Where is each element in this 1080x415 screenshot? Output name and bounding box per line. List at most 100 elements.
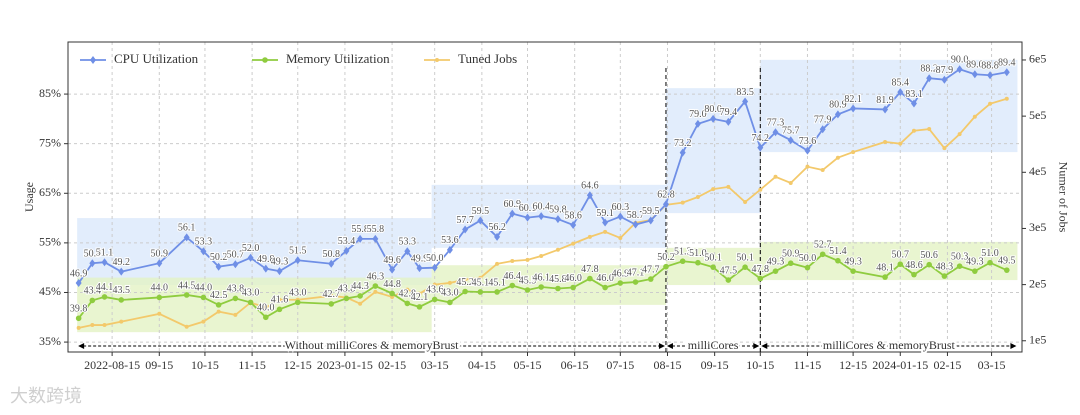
data-label: 47.1: [627, 267, 645, 278]
data-label: 50.7: [227, 250, 245, 261]
point: [680, 200, 685, 205]
data-label: 90.0: [951, 55, 969, 66]
point: [156, 294, 163, 301]
data-label: 57.7: [456, 215, 474, 226]
point: [276, 267, 283, 276]
point: [956, 65, 963, 74]
point: [509, 282, 516, 289]
data-label: 49.3: [966, 256, 984, 267]
data-label: 46.9: [70, 268, 88, 279]
point: [447, 299, 453, 306]
point: [571, 241, 576, 246]
point: [247, 299, 254, 306]
data-label: 77.9: [814, 115, 832, 126]
x-tick-label: 09-15: [145, 358, 173, 372]
point: [710, 114, 717, 123]
point: [232, 295, 239, 302]
data-label: 50.1: [704, 252, 722, 263]
point: [263, 305, 268, 310]
legend-marker: [262, 57, 268, 63]
data-label: 43.0: [289, 288, 307, 299]
data-label: 43.0: [441, 288, 459, 299]
point: [357, 293, 363, 299]
annotation-text: Without milliCores & memoryBrust: [285, 338, 460, 352]
data-label: 49.5: [998, 255, 1016, 266]
data-label: 46.4: [504, 271, 522, 282]
data-label: 46.9: [612, 268, 630, 279]
data-label: 42.8: [399, 289, 417, 300]
point: [372, 234, 379, 243]
x-tick-label: 10-15: [746, 358, 774, 372]
data-label: 44.8: [383, 279, 401, 290]
point: [277, 297, 282, 302]
point: [804, 146, 811, 155]
data-label: 50.2: [210, 252, 228, 263]
data-label: 75.7: [782, 126, 800, 137]
data-label: 58.6: [564, 210, 582, 221]
data-label: 50.9: [151, 249, 169, 260]
point: [647, 216, 654, 225]
point: [538, 212, 545, 221]
point: [882, 274, 888, 280]
x-tick-label: 12-15: [284, 358, 312, 372]
data-label: 49.6: [383, 255, 401, 266]
data-label: 80.9: [829, 100, 847, 111]
point: [988, 101, 993, 106]
point: [89, 297, 96, 304]
data-label: 44.0: [151, 283, 169, 294]
point: [200, 247, 207, 256]
point: [851, 150, 856, 155]
data-label: 51.0: [981, 248, 999, 259]
y2-tick-label: 5e5: [1029, 108, 1046, 122]
data-label: 50.2: [657, 252, 675, 263]
y-tick-label: 35%: [39, 334, 61, 348]
point: [695, 259, 701, 266]
point: [294, 256, 301, 265]
point: [617, 280, 624, 286]
data-label: 64.6: [581, 181, 599, 192]
point: [586, 191, 593, 200]
point: [602, 218, 609, 227]
point: [247, 253, 254, 262]
data-label: 59.5: [472, 206, 490, 217]
data-label: 47.8: [752, 264, 770, 275]
point: [554, 215, 561, 224]
point: [76, 325, 81, 330]
point: [618, 235, 623, 240]
point: [632, 279, 639, 285]
data-label: 49.3: [767, 256, 785, 267]
data-label: 47.8: [581, 264, 599, 275]
point: [462, 288, 468, 295]
data-label: 44.3: [351, 281, 369, 292]
data-label: 59.5: [642, 206, 660, 217]
legend-label: CPU Utilization: [114, 51, 199, 66]
x-tick-label: 09-15: [701, 358, 729, 372]
data-label: 50.3: [951, 251, 969, 262]
point: [835, 155, 840, 160]
x-tick-label: 2024-01-15: [872, 358, 928, 372]
point: [570, 284, 576, 291]
data-label: 43.4: [84, 286, 102, 297]
x-tick-label: 10-15: [191, 358, 219, 372]
point: [101, 258, 108, 267]
data-label: 83.1: [905, 89, 923, 100]
data-label: 80.0: [704, 104, 722, 115]
data-label: 50.9: [84, 249, 102, 260]
data-label: 50.1: [736, 252, 754, 263]
x-tick-label: 04-15: [468, 358, 496, 372]
x-tick-label: 03-15: [421, 358, 449, 372]
data-label: 48.6: [905, 260, 923, 271]
watermark: 大数跨境: [10, 386, 82, 406]
data-label: 55.8: [351, 224, 369, 235]
point: [118, 297, 125, 303]
point: [942, 146, 947, 151]
y-tick-label: 55%: [39, 235, 61, 249]
point: [294, 299, 301, 306]
legend-label: Memory Utilization: [286, 51, 390, 66]
y-axis-label: Usage: [22, 182, 36, 212]
data-label: 51.3: [674, 247, 692, 258]
point: [710, 264, 716, 270]
data-label: 51.4: [829, 246, 847, 257]
x-tick-label: 06-15: [561, 358, 589, 372]
